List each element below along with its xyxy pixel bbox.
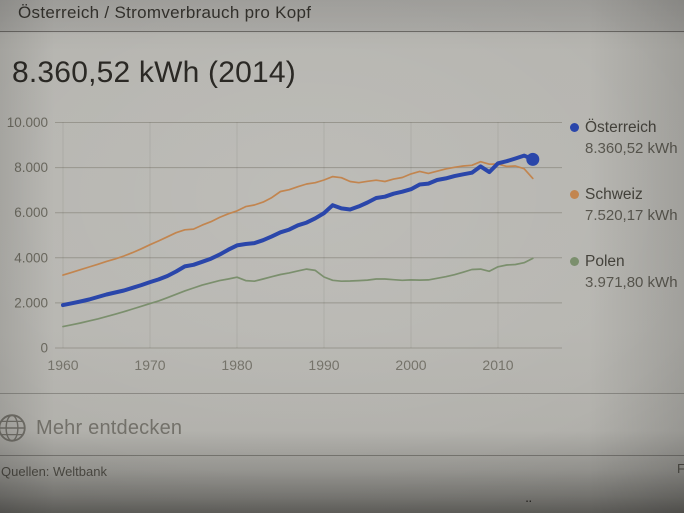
y-tick-label: 6.000	[14, 205, 48, 220]
y-tick-label: 8.000	[14, 160, 48, 175]
x-tick-label: 2010	[482, 357, 513, 373]
sources-label: Quellen: Weltbank	[1, 464, 107, 479]
latest-point-marker[interactable]	[526, 152, 540, 166]
feedback-link-partial[interactable]: F	[677, 461, 684, 476]
y-tick-label: 0	[40, 341, 48, 356]
legend-dot-polen	[570, 257, 579, 266]
y-tick-label: 10.000	[7, 115, 48, 130]
y-tick-label: 2.000	[14, 295, 48, 310]
breadcrumb[interactable]: Österreich / Stromverbrauch pro Kopf	[18, 3, 312, 22]
footer-divider	[0, 455, 684, 456]
legend-name: Schweiz	[585, 186, 643, 203]
legend-value: 8.360,52 kWh	[585, 140, 678, 157]
section-divider	[0, 393, 684, 394]
x-tick-label: 1990	[308, 357, 339, 373]
series-line-polen[interactable]	[62, 257, 534, 328]
y-tick-label: 4.000	[14, 250, 48, 265]
page-title: 8.360,52 kWh (2014)	[12, 56, 296, 89]
legend-dot-oesterreich	[570, 123, 579, 132]
x-tick-label: 2000	[395, 357, 426, 373]
more-discover-link[interactable]: Mehr entdecken	[36, 417, 183, 439]
series-line-schweiz[interactable]	[62, 160, 534, 276]
legend-dot-schweiz	[570, 190, 579, 199]
globe-icon	[0, 414, 26, 442]
series-line-österreich[interactable]	[61, 153, 535, 308]
legend-item-polen[interactable]: Polen 3.971,80 kWh	[570, 251, 684, 293]
legend-item-schweiz[interactable]: Schweiz 7.520,17 kWh	[570, 184, 684, 226]
legend-value: 7.520,17 kWh	[585, 207, 678, 224]
x-tick-label: 1970	[134, 357, 165, 373]
cutoff-text-fragment: ¨	[526, 497, 532, 513]
legend-name: Österreich	[585, 119, 657, 136]
chart-legend: Österreich 8.360,52 kWh Schweiz 7.520,17…	[570, 117, 684, 302]
header-divider	[0, 31, 684, 32]
x-tick-label: 1980	[221, 357, 252, 373]
x-tick-label: 1960	[47, 357, 78, 373]
legend-item-oesterreich[interactable]: Österreich 8.360,52 kWh	[570, 117, 684, 159]
legend-value: 3.971,80 kWh	[585, 274, 678, 291]
legend-name: Polen	[585, 253, 625, 270]
